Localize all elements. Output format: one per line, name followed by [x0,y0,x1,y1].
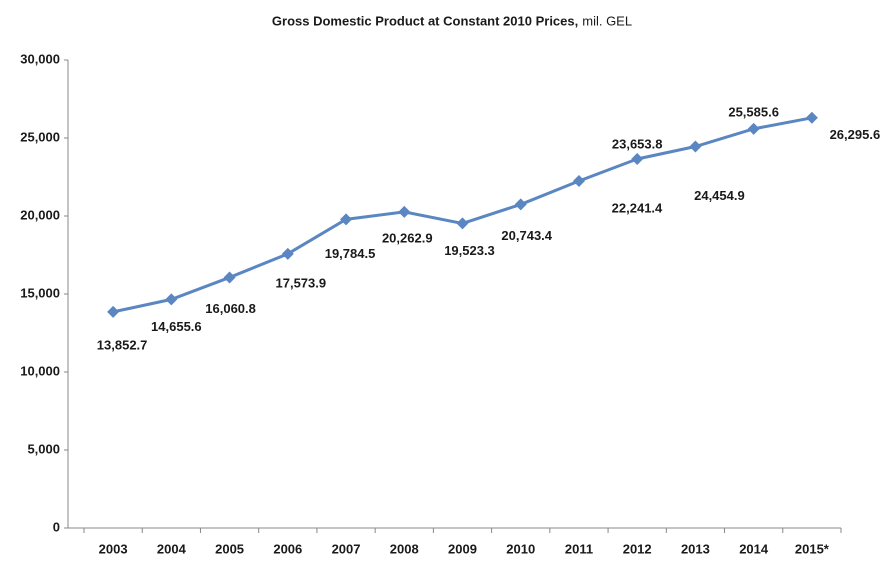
y-tick-label: 5,000 [27,441,60,456]
marker [398,205,411,218]
y-tick-label: 15,000 [20,285,60,300]
y-tick-label: 25,000 [20,129,60,144]
x-tick-label: 2008 [390,541,419,556]
y-tick-label: 0 [53,519,60,534]
data-label: 14,655.6 [151,319,202,334]
y-tick-label: 30,000 [20,51,60,66]
x-tick-label: 2014 [739,541,769,556]
data-label: 19,784.5 [325,246,376,261]
marker [456,217,469,230]
marker [572,175,585,188]
marker [805,111,818,124]
data-label: 24,454.9 [694,188,745,203]
data-label: 17,573.9 [276,275,327,290]
x-tick-label: 2004 [157,541,187,556]
marker [747,122,760,135]
chart-subtitle: mil. GEL [582,13,632,28]
x-tick-label: 2007 [332,541,361,556]
data-label: 19,523.3 [444,243,495,258]
x-tick-label: 2006 [273,541,302,556]
marker [281,247,294,260]
data-label: 20,743.4 [501,228,552,243]
marker [223,271,236,284]
x-tick-label: 2011 [565,541,593,556]
x-tick-label: 2015* [795,541,830,556]
data-label: 22,241.4 [612,200,663,215]
data-label: 13,852.7 [97,337,148,352]
data-label: 26,295.6 [830,127,881,142]
marker [107,305,120,318]
marker [165,293,178,306]
x-tick-label: 2013 [681,541,710,556]
chart-title: Gross Domestic Product at Constant 2010 … [272,13,578,28]
x-tick-label: 2010 [506,541,535,556]
y-tick-label: 10,000 [20,363,60,378]
x-tick-label: 2012 [623,541,652,556]
marker [631,153,644,166]
data-label: 25,585.6 [728,104,779,119]
marker [689,140,702,153]
data-label: 16,060.8 [205,301,256,316]
y-tick-label: 20,000 [20,207,60,222]
x-tick-label: 2003 [99,541,128,556]
data-label: 23,653.8 [612,136,663,151]
marker [340,213,353,226]
marker [514,198,527,211]
line [112,116,813,314]
data-label: 20,262.9 [382,230,433,245]
x-tick-label: 2009 [448,541,477,556]
x-tick-label: 2005 [215,541,244,556]
